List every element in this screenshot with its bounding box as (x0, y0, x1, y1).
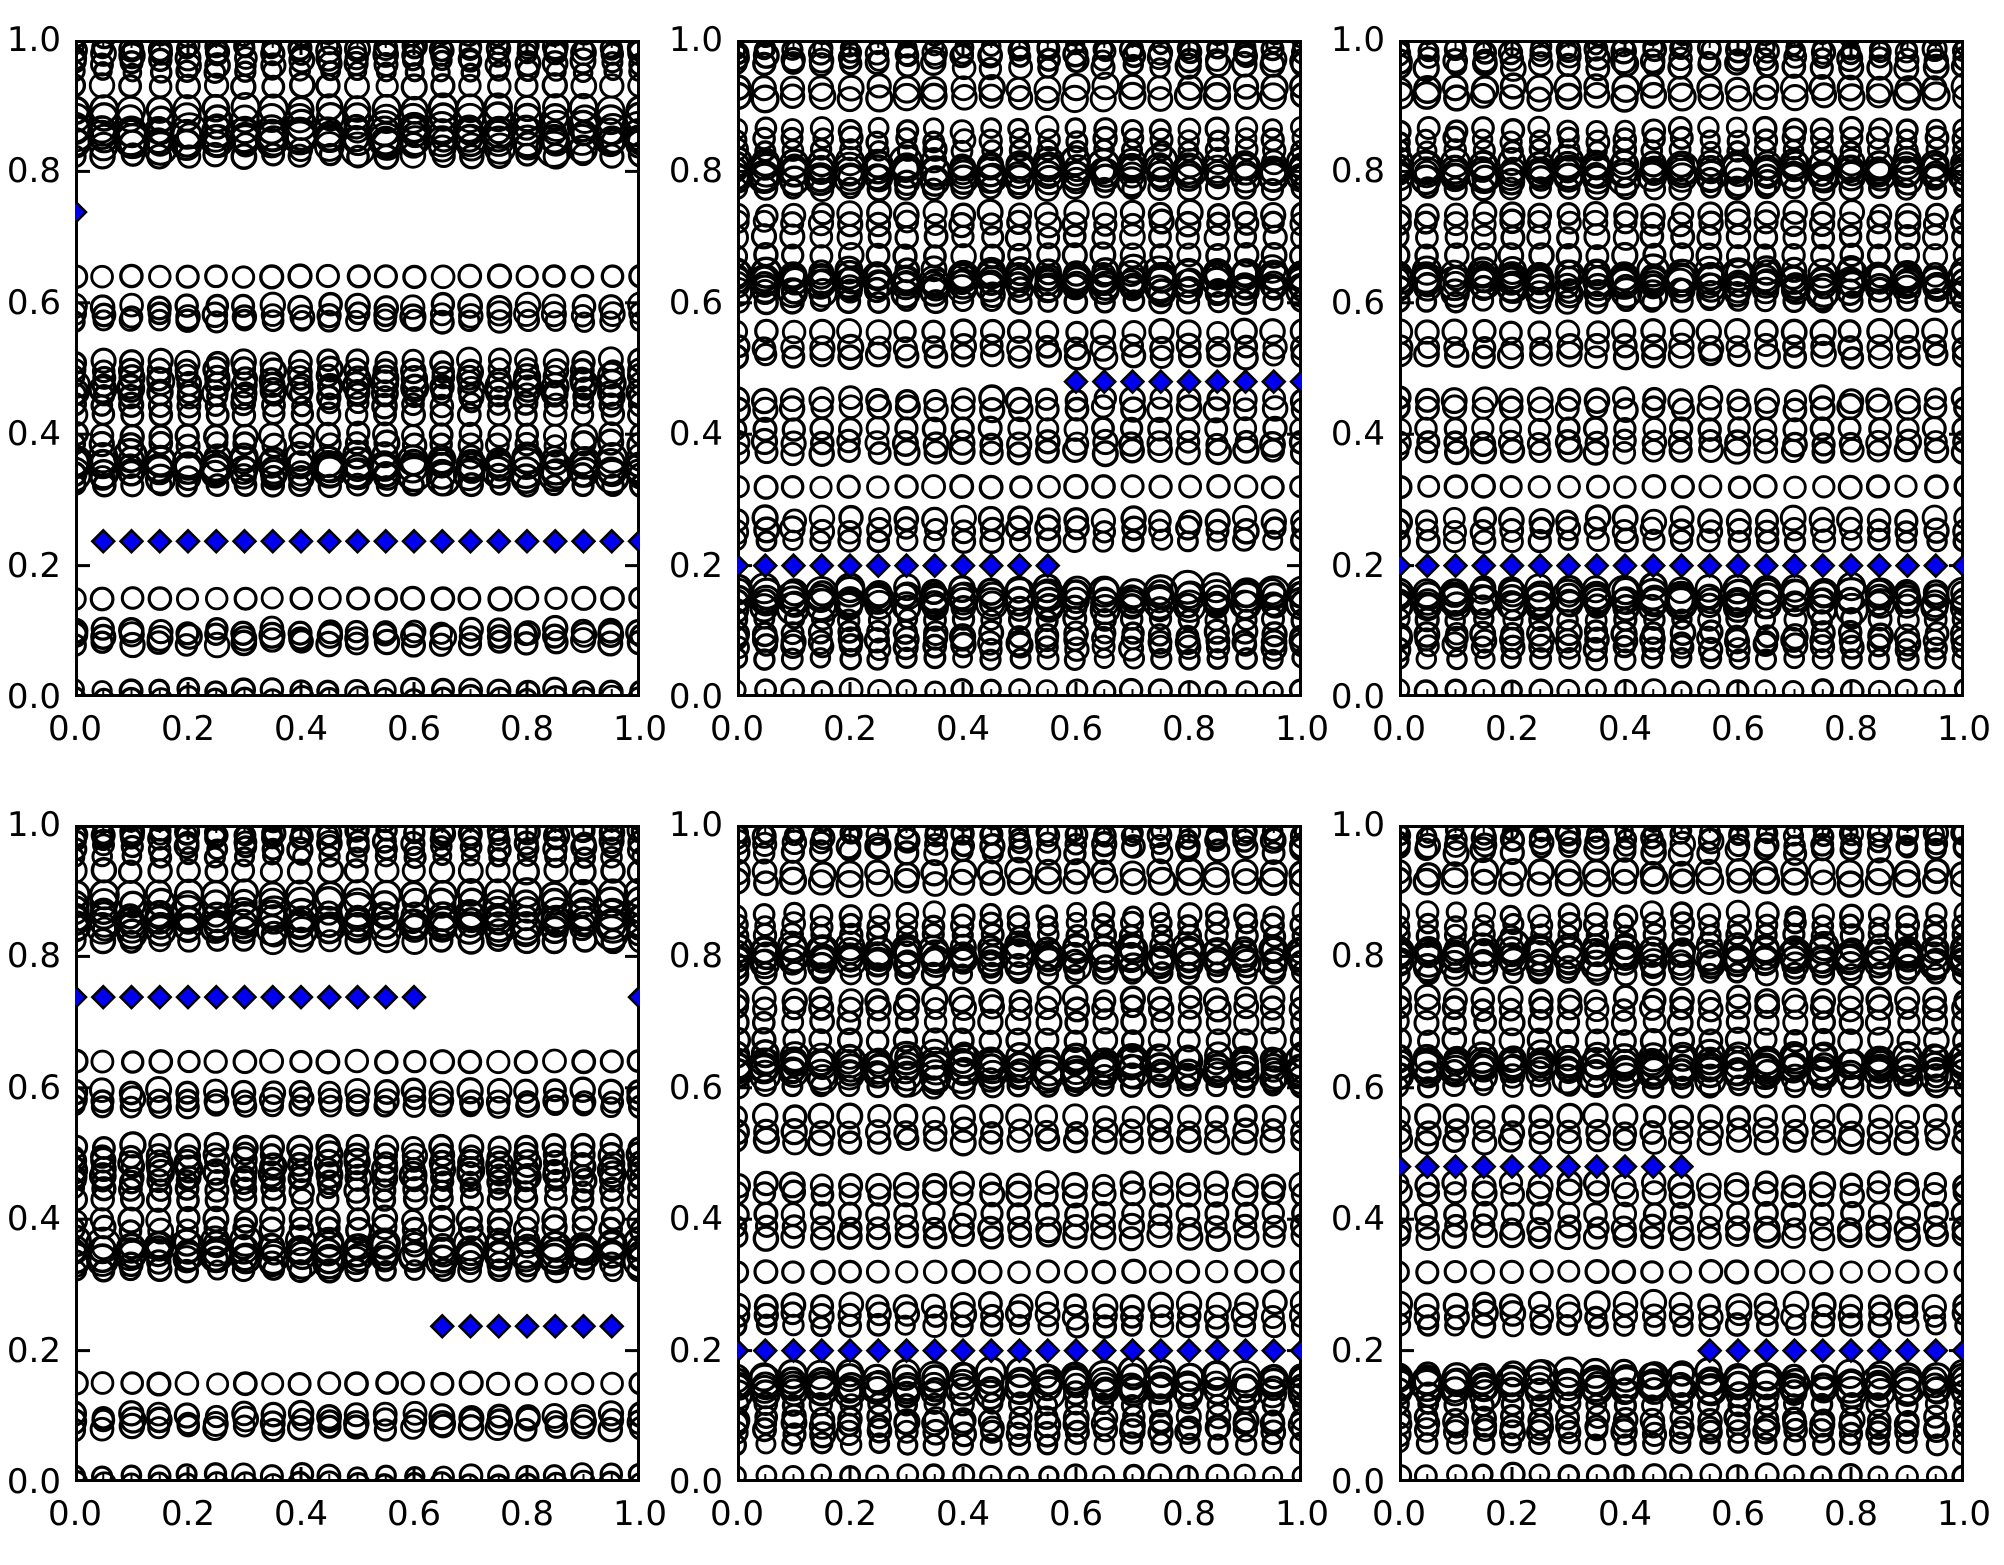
y-tick-label: 0.6 (1330, 1067, 1385, 1108)
subplot-bottom-right-canvas (1399, 825, 1964, 1482)
y-tick-label: 0.6 (668, 1067, 723, 1108)
y-tick-label: 0.8 (1330, 936, 1385, 977)
x-tick-label: 0.2 (1484, 709, 1540, 749)
y-tick-label: 1.0 (6, 20, 61, 60)
x-tick-label: 1.0 (1936, 1494, 1992, 1534)
diamond-markers (75, 984, 640, 1340)
circle-markers (1399, 40, 1964, 697)
x-tick-label: 0.0 (709, 1494, 765, 1534)
y-tick-label: 0.4 (6, 414, 61, 455)
y-tick-label: 0.0 (1330, 677, 1385, 717)
y-tick-label: 0.4 (1330, 414, 1385, 455)
y-tick-label: 0.2 (6, 545, 61, 586)
y-tick-label: 1.0 (6, 805, 61, 845)
subplot-bottom-left-canvas (75, 825, 640, 1482)
y-tick-label: 1.0 (668, 20, 723, 60)
y-tick-label: 0.2 (668, 545, 723, 586)
y-tick-label: 0.6 (6, 282, 61, 323)
y-tick-label: 0.4 (668, 1199, 723, 1240)
x-tick-label: 0.6 (386, 1494, 442, 1534)
y-tick-label: 0.0 (668, 1462, 723, 1502)
diamond-markers (737, 1337, 1302, 1364)
x-tick-label: 0.4 (273, 709, 329, 749)
y-tick-label: 0.8 (1330, 151, 1385, 192)
y-tick-label: 1.0 (1330, 805, 1385, 845)
x-tick-label: 0.8 (1161, 709, 1217, 749)
x-tick-label: 0.4 (273, 1494, 329, 1534)
axes-spines (737, 825, 1302, 1482)
x-tick-label: 0.8 (1823, 709, 1879, 749)
subplot-bottom-middle-canvas (737, 825, 1302, 1482)
x-tick-label: 0.8 (1823, 1494, 1879, 1534)
diamond-markers (1399, 552, 1964, 579)
subplot-top-right-canvas (1399, 40, 1964, 697)
subplot-top-middle-canvas (737, 40, 1302, 697)
y-tick-label: 0.4 (668, 414, 723, 455)
x-tick-label: 0.0 (709, 709, 765, 749)
axes-spines (75, 825, 640, 1482)
x-tick-label: 0.2 (160, 709, 216, 749)
x-tick-label: 0.6 (1048, 1494, 1104, 1534)
x-tick-label: 0.4 (935, 1494, 991, 1534)
y-tick-label: 0.2 (668, 1330, 723, 1371)
y-tick-label: 0.8 (6, 936, 61, 977)
x-tick-label: 0.4 (1597, 709, 1653, 749)
x-tick-label: 0.8 (499, 1494, 555, 1534)
x-tick-label: 0.6 (1710, 709, 1766, 749)
x-tick-label: 1.0 (612, 709, 668, 749)
y-tick-label: 0.0 (6, 677, 61, 717)
x-tick-label: 1.0 (1274, 709, 1330, 749)
x-tick-label: 0.0 (47, 709, 103, 749)
y-tick-label: 0.0 (1330, 1462, 1385, 1502)
x-tick-label: 0.2 (822, 1494, 878, 1534)
circle-markers (1399, 825, 1964, 1482)
y-tick-label: 0.8 (6, 151, 61, 192)
y-tick-label: 0.0 (6, 1462, 61, 1502)
y-tick-label: 0.8 (668, 936, 723, 977)
x-tick-label: 0.4 (1597, 1494, 1653, 1534)
y-tick-label: 1.0 (668, 805, 723, 845)
diamond-markers (737, 368, 1302, 579)
circle-markers (737, 40, 1302, 697)
circle-markers (75, 825, 640, 1482)
circle-markers (75, 40, 640, 697)
y-tick-label: 1.0 (1330, 20, 1385, 60)
x-tick-label: 0.6 (1048, 709, 1104, 749)
y-tick-label: 0.2 (1330, 545, 1385, 586)
y-tick-label: 0.4 (1330, 1199, 1385, 1240)
y-tick-label: 0.2 (6, 1330, 61, 1371)
axes-spines (737, 40, 1302, 697)
x-tick-label: 0.8 (499, 709, 555, 749)
x-tick-label: 0.6 (386, 709, 442, 749)
x-tick-label: 0.8 (1161, 1494, 1217, 1534)
x-tick-label: 0.4 (935, 709, 991, 749)
x-tick-label: 1.0 (1936, 709, 1992, 749)
subplot-top-left-canvas (75, 40, 640, 697)
axes-spines (1399, 825, 1964, 1482)
x-tick-label: 0.0 (47, 1494, 103, 1534)
axes-spines (1399, 40, 1964, 697)
circle-markers (737, 825, 1302, 1482)
x-tick-label: 0.0 (1371, 709, 1427, 749)
x-tick-label: 0.2 (1484, 1494, 1540, 1534)
x-tick-label: 0.6 (1710, 1494, 1766, 1534)
x-tick-label: 0.2 (160, 1494, 216, 1534)
y-tick-label: 0.4 (6, 1199, 61, 1240)
y-tick-label: 0.2 (1330, 1330, 1385, 1371)
diamond-markers (1399, 1153, 1964, 1364)
y-tick-label: 0.6 (1330, 282, 1385, 323)
x-tick-label: 1.0 (612, 1494, 668, 1534)
axes-spines (75, 40, 640, 697)
y-tick-label: 0.0 (668, 677, 723, 717)
y-tick-label: 0.6 (6, 1067, 61, 1108)
x-tick-label: 0.2 (822, 709, 878, 749)
y-tick-label: 0.6 (668, 282, 723, 323)
x-tick-label: 1.0 (1274, 1494, 1330, 1534)
y-tick-label: 0.8 (668, 151, 723, 192)
diamond-markers (75, 199, 640, 555)
x-tick-label: 0.0 (1371, 1494, 1427, 1534)
